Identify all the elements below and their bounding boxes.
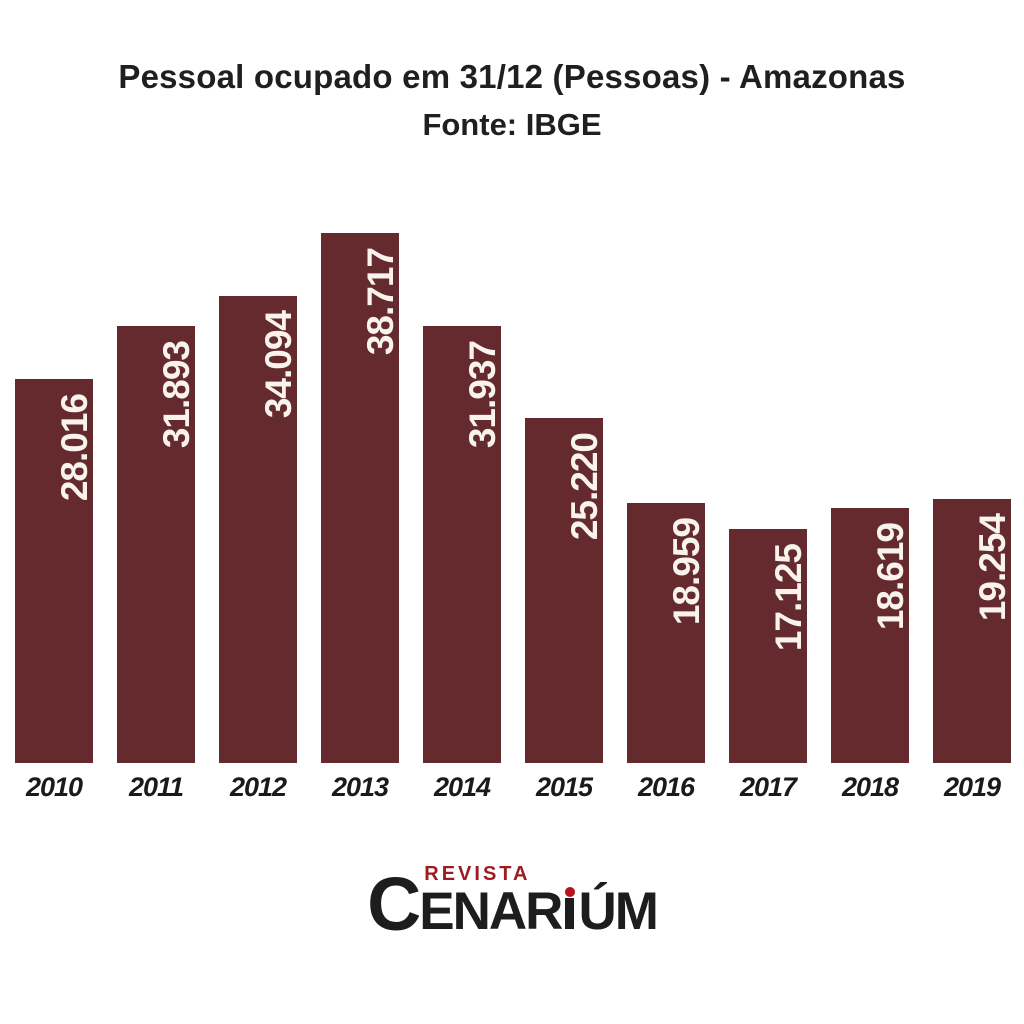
revista-cenarium-logo: C REVISTA ENAR ÚM <box>0 861 1024 946</box>
bar-value-label-2012: 34.094 <box>258 311 299 419</box>
x-axis-label-2010: 2010 <box>25 772 83 802</box>
bar-2015: 25.220 <box>525 418 605 763</box>
bar-2013: 38.717 <box>321 233 401 763</box>
bar-value-label-2018: 18.619 <box>870 523 911 631</box>
bar-2019: 19.254 <box>933 499 1013 763</box>
bar-2018: 18.619 <box>831 508 911 763</box>
x-axis-label-2013: 2013 <box>331 772 389 802</box>
logo-i-stem <box>565 898 575 929</box>
chart-title: Pessoal ocupado em 31/12 (Pessoas) - Ama… <box>118 58 906 95</box>
bar-2016: 18.959 <box>627 503 707 763</box>
logo-right-block: REVISTA ENAR ÚM <box>419 863 659 938</box>
bar-value-label-2013: 38.717 <box>360 248 401 356</box>
chart-header: Pessoal ocupado em 31/12 (Pessoas) - Ama… <box>0 58 1024 143</box>
logo-cenarium-text: ENAR ÚM <box>419 885 659 938</box>
x-axis-label-2012: 2012 <box>229 772 287 802</box>
logo-dotted-i <box>563 887 576 929</box>
bar-value-label-2014: 31.937 <box>462 341 503 449</box>
bar-value-label-2015: 25.220 <box>564 433 605 541</box>
bar-value-label-2010: 28.016 <box>54 394 95 502</box>
logo-text-um: ÚM <box>578 882 658 941</box>
x-axis-label-2011: 2011 <box>128 772 184 802</box>
logo-revista-text: REVISTA <box>424 863 531 885</box>
x-axis-label-2019: 2019 <box>943 772 1001 802</box>
x-axis-label-2014: 2014 <box>433 772 491 802</box>
logo-letter-c: C <box>367 861 421 946</box>
bar-value-label-2016: 18.959 <box>666 518 707 626</box>
chart-source: Fonte: IBGE <box>422 107 602 142</box>
logo-red-dot-icon <box>565 887 576 897</box>
bar-value-label-2011: 31.893 <box>156 341 197 449</box>
x-axis-label-2017: 2017 <box>739 772 797 802</box>
bar-value-label-2017: 17.125 <box>768 544 809 652</box>
bar-2011: 31.893 <box>117 326 197 763</box>
bar-value-label-2019: 19.254 <box>972 514 1013 622</box>
bar-2017: 17.125 <box>729 529 809 763</box>
bar-2012: 34.094 <box>219 296 299 763</box>
x-axis-label-2018: 2018 <box>841 772 899 802</box>
x-axis-labels: 2010 2011 2012 2013 2014 2015 2016 2017 2018 2019 <box>15 772 1011 803</box>
logo-text-enar: ENAR <box>419 882 563 941</box>
x-axis-label-2015: 2015 <box>535 772 593 802</box>
bar-2010: 28.016 <box>15 379 95 763</box>
bar-chart: 28.016 31.893 34.094 38.717 31.937 25.220 18.9… <box>15 233 1013 763</box>
x-axis-label-2016: 2016 <box>637 772 695 802</box>
bar-2014: 31.937 <box>423 326 503 763</box>
